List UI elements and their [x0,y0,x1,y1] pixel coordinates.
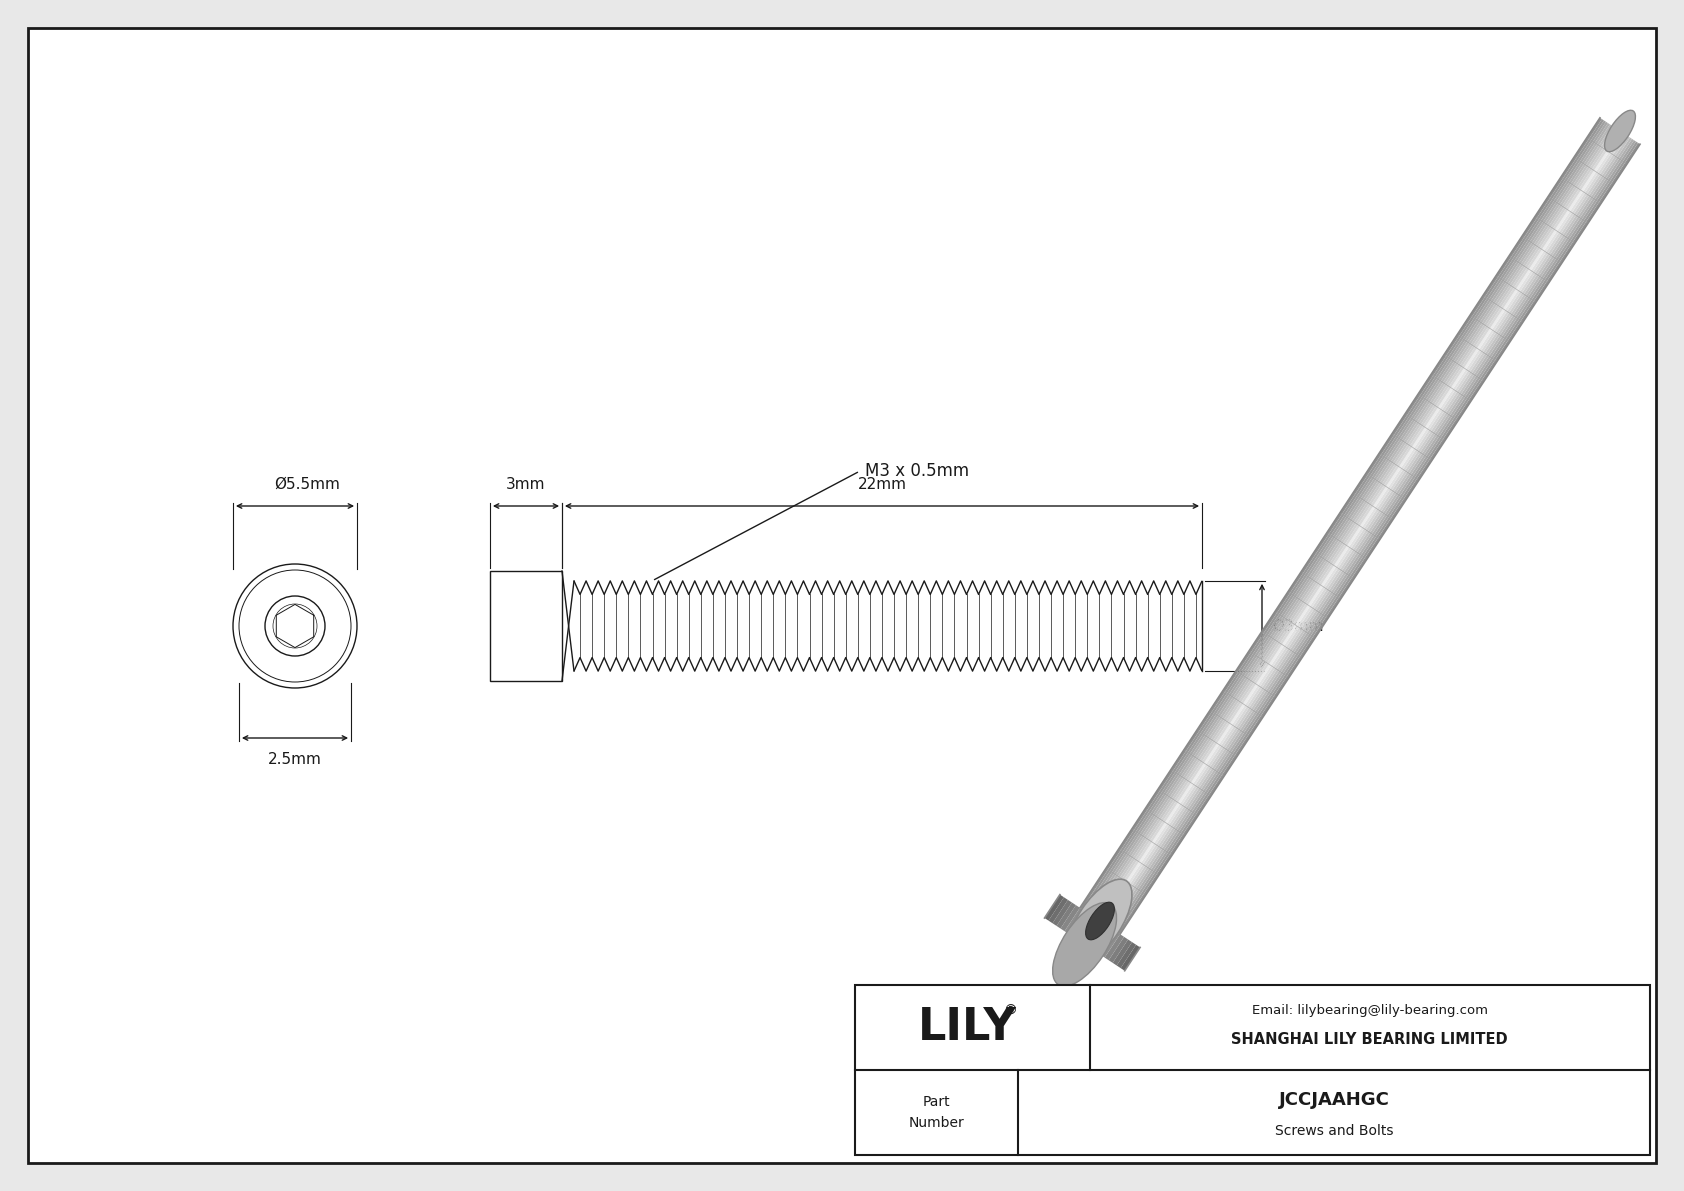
Ellipse shape [1068,879,1132,962]
Text: Ø5.5mm: Ø5.5mm [274,478,340,492]
Text: LILY: LILY [918,1006,1017,1049]
Polygon shape [1086,121,1608,913]
Polygon shape [1101,132,1623,924]
Polygon shape [1113,940,1132,966]
Polygon shape [1084,120,1607,912]
Ellipse shape [1086,903,1115,940]
Polygon shape [1106,135,1628,927]
Polygon shape [1100,131,1622,922]
Polygon shape [1118,143,1640,934]
Polygon shape [1096,129,1618,919]
Polygon shape [1081,119,1603,910]
Polygon shape [1056,903,1076,929]
Polygon shape [1088,924,1108,949]
Text: JCCJAAHGC: JCCJAAHGC [1278,1091,1389,1109]
Polygon shape [1052,900,1073,925]
Text: Email: lilybearing@lily-bearing.com: Email: lilybearing@lily-bearing.com [1251,1004,1487,1017]
Text: ®: ® [1004,1004,1017,1017]
Polygon shape [1108,136,1630,928]
Polygon shape [1116,142,1639,933]
Bar [855,985,1650,1155]
Polygon shape [1111,139,1633,930]
Polygon shape [1090,124,1612,916]
Text: SHANGHAI LILY BEARING LIMITED: SHANGHAI LILY BEARING LIMITED [1231,1031,1509,1047]
Text: Ø3mm: Ø3mm [1271,618,1324,634]
Bar [490,570,562,681]
Polygon shape [1098,130,1620,921]
Polygon shape [1061,905,1079,931]
Polygon shape [1069,910,1088,936]
Polygon shape [1108,937,1128,962]
Polygon shape [1044,894,1064,921]
Ellipse shape [1605,111,1635,151]
Polygon shape [1073,913,1091,940]
Polygon shape [1079,118,1601,909]
Polygon shape [1115,141,1637,931]
Polygon shape [1049,897,1068,923]
Polygon shape [1105,934,1123,960]
Polygon shape [1064,908,1084,934]
Text: Part
Number: Part Number [909,1096,965,1130]
Polygon shape [1096,929,1116,955]
Text: 2.5mm: 2.5mm [268,752,322,767]
Polygon shape [1093,927,1111,953]
Text: 22mm: 22mm [857,478,906,492]
Polygon shape [1088,123,1610,915]
Text: M3 x 0.5mm: M3 x 0.5mm [866,462,968,480]
Polygon shape [1081,918,1100,944]
Polygon shape [1120,944,1140,971]
Polygon shape [1105,133,1627,925]
Polygon shape [1091,126,1613,917]
Polygon shape [1076,916,1096,942]
Text: 3mm: 3mm [507,478,546,492]
Polygon shape [1095,127,1617,918]
Ellipse shape [1052,903,1116,986]
Polygon shape [1084,921,1105,947]
Polygon shape [1101,931,1120,958]
Text: Screws and Bolts: Screws and Bolts [1275,1124,1393,1139]
Polygon shape [1116,942,1137,968]
Polygon shape [1110,138,1632,929]
